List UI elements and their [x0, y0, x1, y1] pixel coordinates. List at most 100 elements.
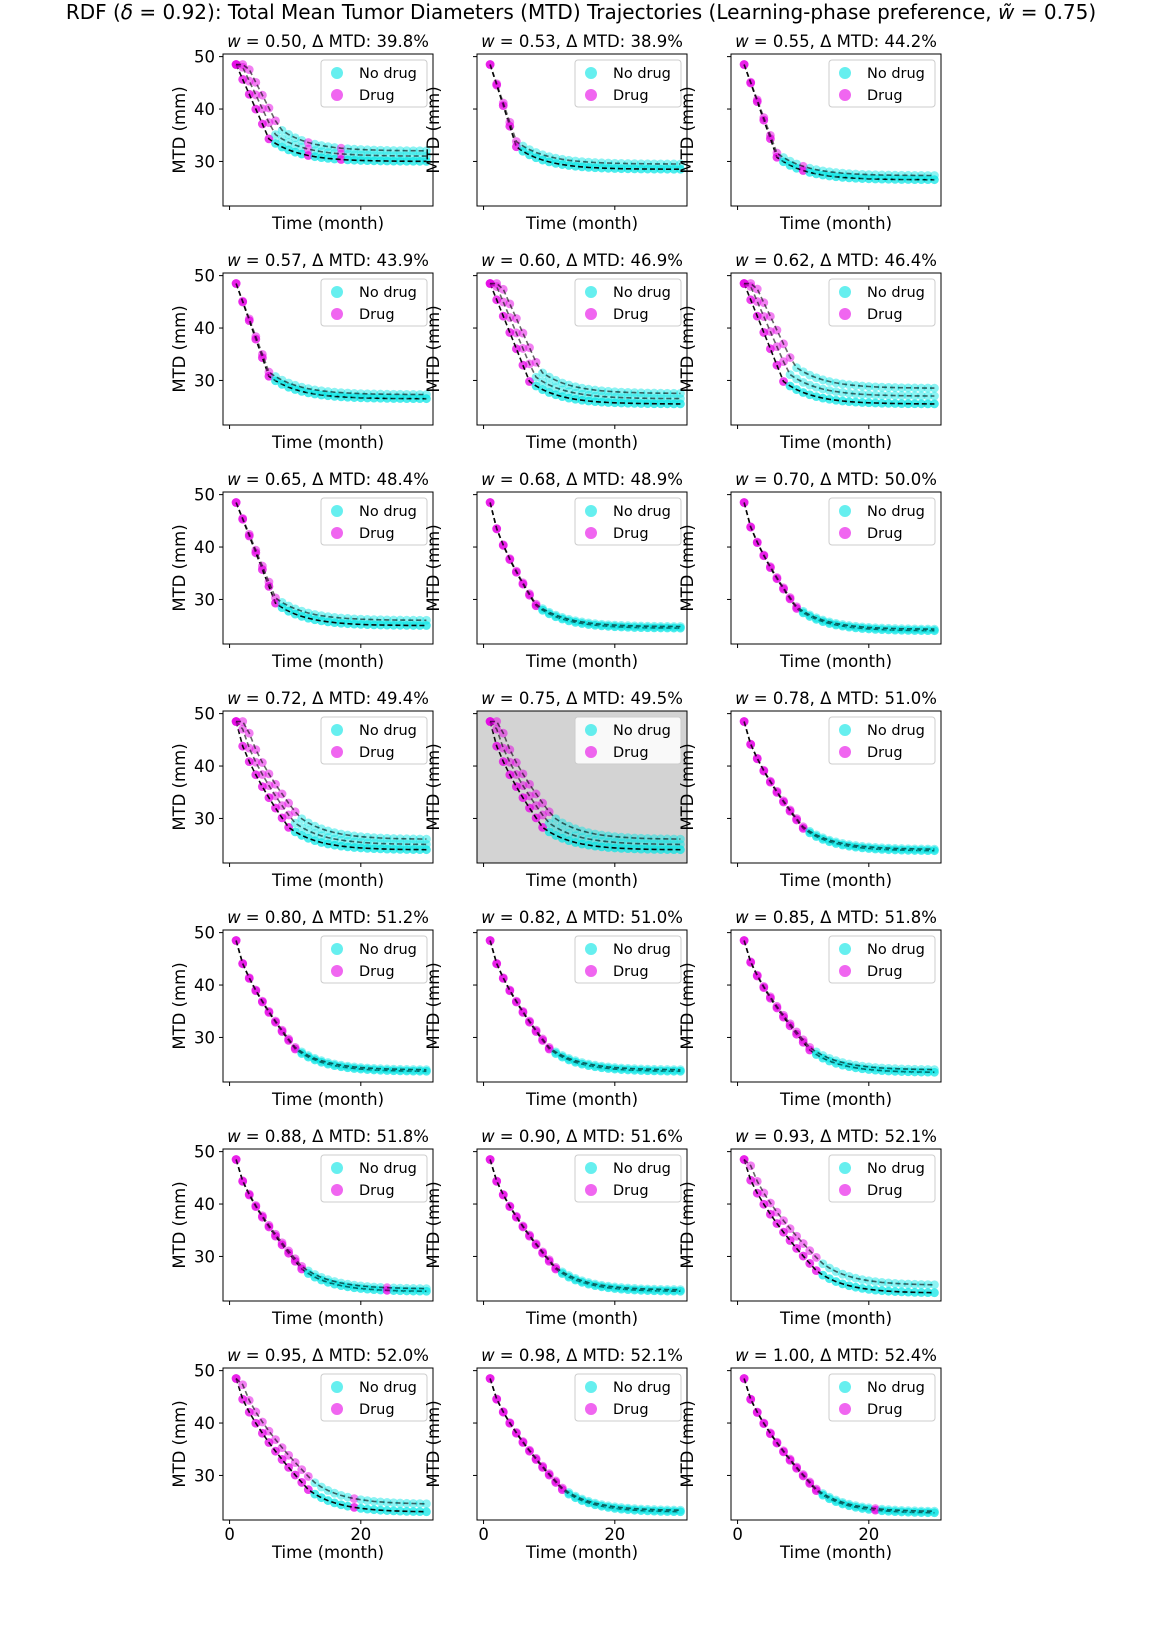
- legend-no-drug-marker: [839, 67, 851, 79]
- y-axis-label: MTD (mm): [678, 962, 697, 1049]
- no-drug-point: [864, 842, 874, 852]
- no-drug-point: [343, 149, 353, 159]
- panel-title-delta-label: , Δ MTD:: [810, 470, 885, 489]
- no-drug-point: [422, 151, 431, 161]
- no-drug-point: [643, 393, 653, 403]
- no-drug-point: [531, 148, 541, 157]
- legend-drug-label: Drug: [867, 307, 903, 323]
- panel-0.75: w = 0.75, Δ MTD: 49.5% MTD (mm) Time (mont…: [424, 689, 688, 890]
- y-tick-label: 40: [194, 319, 215, 338]
- no-drug-point: [317, 1493, 326, 1503]
- legend-no-drug-label: No drug: [613, 723, 671, 739]
- x-axis-label: Time (month): [779, 652, 892, 671]
- panel-0.62: w = 0.62, Δ MTD: 46.4% MTD (mm) Time (mont…: [678, 251, 942, 452]
- legend-no-drug-label: No drug: [867, 504, 925, 520]
- axes-frame: [222, 491, 434, 645]
- panel-title-w-value: 0.78: [773, 689, 810, 708]
- no-drug-point: [930, 383, 939, 393]
- no-drug-point: [349, 837, 359, 847]
- no-drug-point: [349, 144, 359, 154]
- no-drug-point: [903, 844, 913, 854]
- legend-no-drug-marker: [585, 505, 597, 517]
- axes-frame: [730, 53, 942, 207]
- drug-point: [505, 299, 515, 309]
- drug-point: [765, 562, 775, 572]
- drug-point: [739, 60, 749, 69]
- legend-drug-label: Drug: [359, 526, 395, 542]
- legend-no-drug-label: No drug: [613, 504, 671, 520]
- legend-no-drug-marker: [331, 1381, 343, 1393]
- trajectory-line: [744, 282, 935, 389]
- no-drug-point: [395, 146, 405, 155]
- no-drug-point: [544, 152, 554, 162]
- no-drug-point: [597, 397, 607, 407]
- y-tick-label: 40: [194, 757, 215, 776]
- no-drug-point: [636, 839, 646, 849]
- panel-title-w-value: 0.88: [265, 1127, 302, 1146]
- no-drug-point: [930, 1065, 939, 1075]
- no-drug-point: [676, 1285, 685, 1295]
- no-drug-point: [395, 1283, 405, 1293]
- no-drug-point: [597, 392, 607, 401]
- no-drug-point: [916, 391, 926, 401]
- legend-drug-marker: [331, 1403, 343, 1415]
- panel-title-delta-label: , Δ MTD:: [556, 1346, 631, 1365]
- panel-title-delta-value: 44.2%: [885, 32, 937, 51]
- no-drug-point: [343, 392, 353, 402]
- legend-box: [574, 1373, 682, 1422]
- no-drug-point: [851, 173, 861, 183]
- panel-title-delta-value: 51.0%: [631, 908, 683, 927]
- x-tick-label: 0: [224, 1525, 235, 1544]
- legend-no-drug-label: No drug: [867, 285, 925, 301]
- no-drug-point: [564, 161, 574, 170]
- panel-0.65: w = 0.65, Δ MTD: 48.4% 30 40 50 MTD (mm) Time…: [170, 470, 434, 671]
- no-drug-point: [897, 1505, 907, 1515]
- panel-0.68: w = 0.68, Δ MTD: 48.9% MTD (mm) Time (mont…: [424, 470, 688, 671]
- no-drug-point: [676, 388, 685, 398]
- no-drug-point: [317, 1272, 326, 1282]
- y-tick-label: 30: [194, 590, 215, 609]
- drug-point: [257, 104, 267, 114]
- y-tick-label: 50: [194, 1143, 215, 1162]
- no-drug-point: [916, 175, 926, 185]
- axes-frame: [222, 1148, 434, 1302]
- legend-no-drug-label: No drug: [613, 285, 671, 301]
- panel-0.78: w = 0.78, Δ MTD: 51.0% MTD (mm) Time (mont…: [678, 689, 942, 890]
- axes-frame: [730, 1367, 942, 1521]
- drug-point: [739, 717, 749, 726]
- legend-box: [574, 59, 682, 108]
- drug-point: [746, 1394, 756, 1404]
- trajectory-line: [489, 940, 681, 1071]
- no-drug-point: [369, 156, 379, 166]
- drug-point: [739, 1374, 749, 1383]
- drug-point: [485, 1155, 495, 1164]
- panel-title-delta-label: , Δ MTD:: [810, 1127, 885, 1146]
- panel-title: w = 0.68, Δ MTD: 48.9%: [481, 470, 683, 489]
- drug-point: [231, 936, 241, 945]
- no-drug-point: [408, 156, 418, 166]
- panel-1.00: w = 1.00, Δ MTD: 52.4% 0 20 MTD (mm) Time (m…: [678, 1346, 942, 1562]
- drug-point: [251, 77, 261, 87]
- panel-title-w-prefix: =: [495, 689, 519, 708]
- x-axis-label: Time (month): [271, 652, 384, 671]
- no-drug-point: [811, 169, 821, 179]
- legend-no-drug-label: No drug: [359, 723, 417, 739]
- panel-title-w-prefix: =: [495, 251, 519, 270]
- no-drug-point: [422, 615, 431, 625]
- legend-drug-label: Drug: [613, 88, 649, 104]
- y-tick-label: 30: [194, 809, 215, 828]
- trajectory-line: [489, 283, 681, 405]
- no-drug-point: [805, 380, 815, 390]
- panel-title-w-value: 0.93: [773, 1127, 810, 1146]
- no-drug-point: [910, 624, 920, 634]
- legend-drug-marker: [839, 1184, 851, 1196]
- x-axis-label: Time (month): [271, 871, 384, 890]
- no-drug-point: [571, 824, 580, 834]
- panel-title: w = 0.95, Δ MTD: 52.0%: [227, 1346, 429, 1365]
- panel-title-w-value: 0.72: [265, 689, 302, 708]
- panel-title-w-value: 0.55: [773, 32, 810, 51]
- trajectory-line: [235, 940, 427, 1073]
- panel-title-delta-label: , Δ MTD:: [556, 908, 631, 927]
- x-axis-label: Time (month): [779, 214, 892, 233]
- y-axis-label: MTD (mm): [424, 305, 443, 392]
